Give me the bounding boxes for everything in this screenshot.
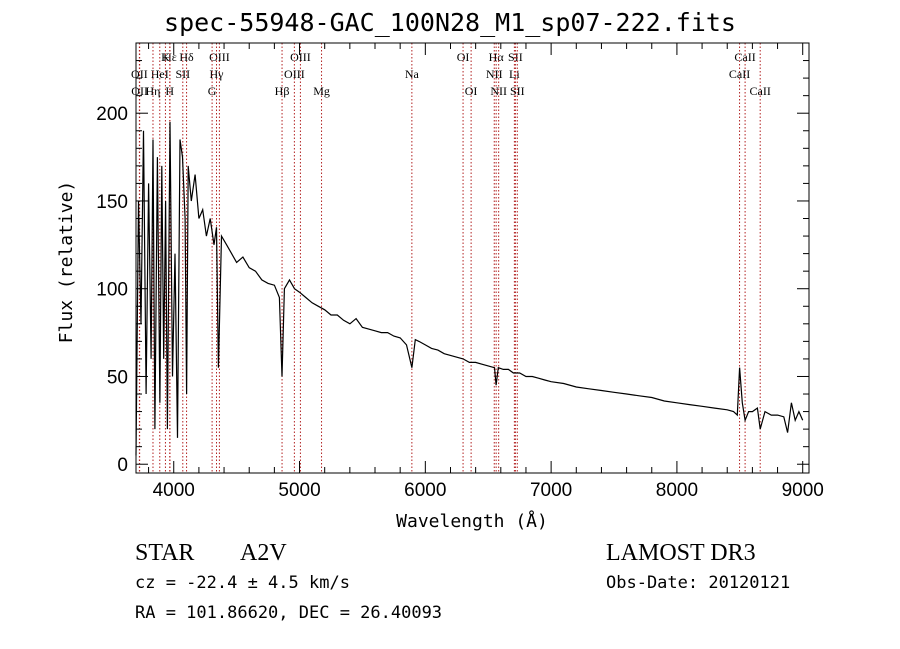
object-class: STAR: [135, 540, 195, 566]
line-label: CaII: [729, 67, 750, 81]
line-label: OIII: [209, 50, 230, 64]
chart-title: spec-55948-GAC_100N28_M1_sp07-222.fits: [164, 8, 736, 37]
line-label: SII: [175, 67, 190, 81]
survey-name: LAMOST DR3: [606, 540, 756, 566]
spectrum-line: [135, 121, 804, 456]
y-tick-label: 50: [107, 367, 128, 388]
line-label: H: [165, 84, 174, 98]
line-label: Mg: [313, 84, 330, 98]
line-label: OIII: [290, 50, 311, 64]
y-tick-label: 0: [117, 455, 128, 476]
line-label: Hδ: [179, 50, 194, 64]
y-tick-label: 200: [96, 104, 128, 125]
line-label: Hγ: [210, 67, 225, 81]
line-label: CaII: [750, 84, 771, 98]
line-label: Hα: [489, 50, 505, 64]
x-axis-label: Wavelength (Å): [396, 510, 548, 532]
line-label: K: [161, 50, 170, 64]
y-axis-label: Flux (relative): [56, 181, 77, 344]
plot-frame: [135, 42, 810, 474]
line-label: OI: [465, 84, 478, 98]
x-tick-label: 6000: [404, 480, 446, 501]
y-tick-label: 150: [96, 192, 128, 213]
line-label: OII: [131, 84, 148, 98]
line-label: Hη: [146, 84, 161, 98]
radial-velocity: cz = -22.4 ± 4.5 km/s: [135, 573, 350, 593]
line-label: OI: [457, 50, 470, 64]
line-label: Hβ: [275, 84, 290, 98]
line-label: OIII: [284, 67, 305, 81]
x-tick-label: 4000: [153, 480, 195, 501]
line-label: HeI: [151, 67, 169, 81]
line-label: Na: [405, 67, 420, 81]
line-label: NII: [490, 84, 507, 98]
line-label: NII: [486, 67, 503, 81]
line-label: SII: [510, 84, 525, 98]
x-tick-label: 5000: [278, 480, 320, 501]
line-label: CaII: [734, 50, 755, 64]
y-tick-label: 100: [96, 280, 128, 301]
line-label: SII: [508, 50, 523, 64]
line-label: OII: [131, 67, 148, 81]
x-tick-label: 7000: [530, 480, 572, 501]
x-tick-label: 9000: [782, 480, 824, 501]
line-label: Li: [509, 67, 520, 81]
coordinates: RA = 101.86620, DEC = 26.40093: [135, 603, 443, 623]
line-label: G: [208, 84, 217, 98]
spectral-subclass: A2V: [240, 540, 287, 566]
x-tick-label: 8000: [656, 480, 698, 501]
observation-date: Obs-Date: 20120121: [606, 573, 791, 593]
